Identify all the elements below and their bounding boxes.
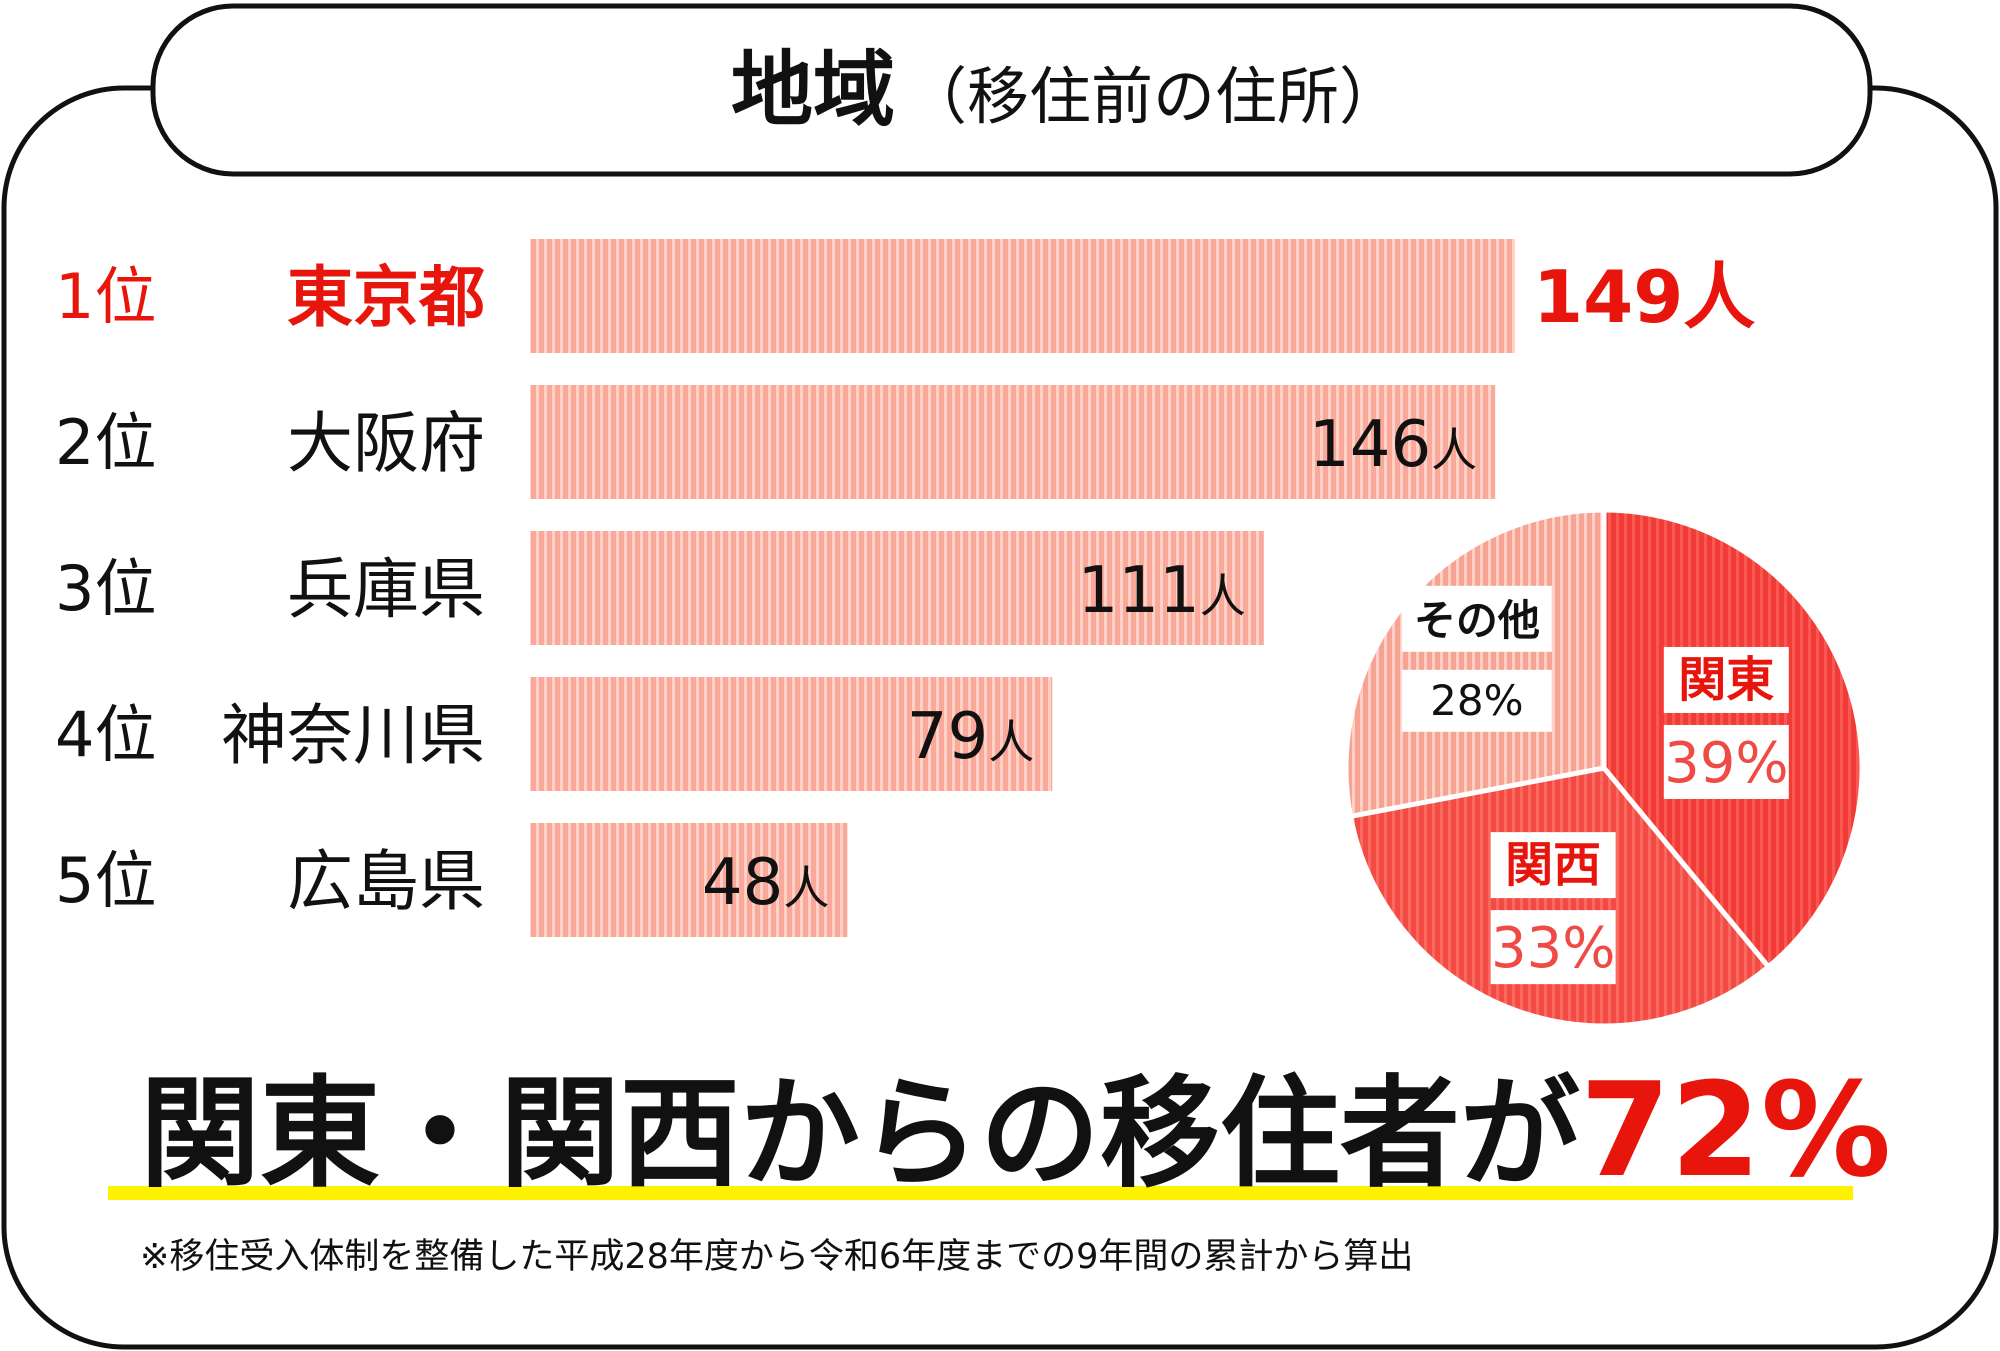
pie-slice-label: 関西: [1505, 837, 1601, 893]
pie-label-box: [1401, 585, 1552, 652]
bar-value-label: 79人: [907, 700, 1034, 774]
pie-value-box: [1663, 724, 1789, 799]
bar-category-label: 大阪府: [287, 405, 485, 482]
footnote: ※移住受入体制を整備した平成28年度から令和6年度までの9年間の累計から算出: [140, 1237, 1413, 1277]
bar-rank-label: 2位: [55, 406, 156, 479]
title-sub: （移住前の住所）: [905, 60, 1401, 133]
title-main: 地域: [731, 43, 895, 138]
bar: [530, 239, 1515, 353]
bar: [530, 677, 1053, 791]
pie-value-label: 39%: [1664, 731, 1788, 796]
bar: [530, 531, 1264, 645]
title-pill: [150, 3, 1873, 177]
pie-slice-label: 関東: [1678, 652, 1774, 708]
pie-value-label: 33%: [1491, 916, 1615, 981]
pie-label-box: [1663, 646, 1789, 713]
bar-category-label: 神奈川県: [221, 697, 485, 774]
pie-value-label: 28%: [1430, 676, 1523, 725]
bar: [530, 385, 1496, 499]
pie-label-box: [1490, 832, 1616, 899]
headline-highlight: 72%: [1580, 1054, 1891, 1206]
bar-rank-label: 1位: [55, 260, 156, 333]
bar-category-label: 東京都: [287, 259, 485, 336]
bar-chart: 1位 東京都 149人 2位 大阪府 146人 3位 兵庫県 111人 4位 神奈川県 79人 5位 広島…: [55, 239, 1755, 937]
pie-chart: 関東 39% 関西 33% その他 28%: [1343, 507, 1865, 1029]
headline-underline: [108, 1186, 1853, 1200]
bar-value-label: 48人: [702, 846, 829, 920]
pie-slice-label: その他: [1414, 596, 1540, 645]
bar: [530, 823, 848, 937]
bar-rank-label: 5位: [55, 844, 156, 917]
bar-rank-label: 4位: [55, 698, 156, 771]
bar-value-label: 111人: [1078, 554, 1246, 628]
bar-value-label: 146人: [1309, 408, 1477, 482]
bar-rank-label: 3位: [55, 552, 156, 625]
bar-category-label: 広島県: [287, 843, 485, 920]
pie-value-box: [1490, 910, 1616, 985]
headline: 関東・関西からの移住者が72%: [140, 1054, 1891, 1206]
headline-text: 関東・関西からの移住者が: [140, 1065, 1580, 1204]
pie-value-box: [1401, 669, 1552, 732]
bar-category-label: 兵庫県: [287, 551, 485, 628]
bar-value-label: 149人: [1533, 255, 1755, 339]
